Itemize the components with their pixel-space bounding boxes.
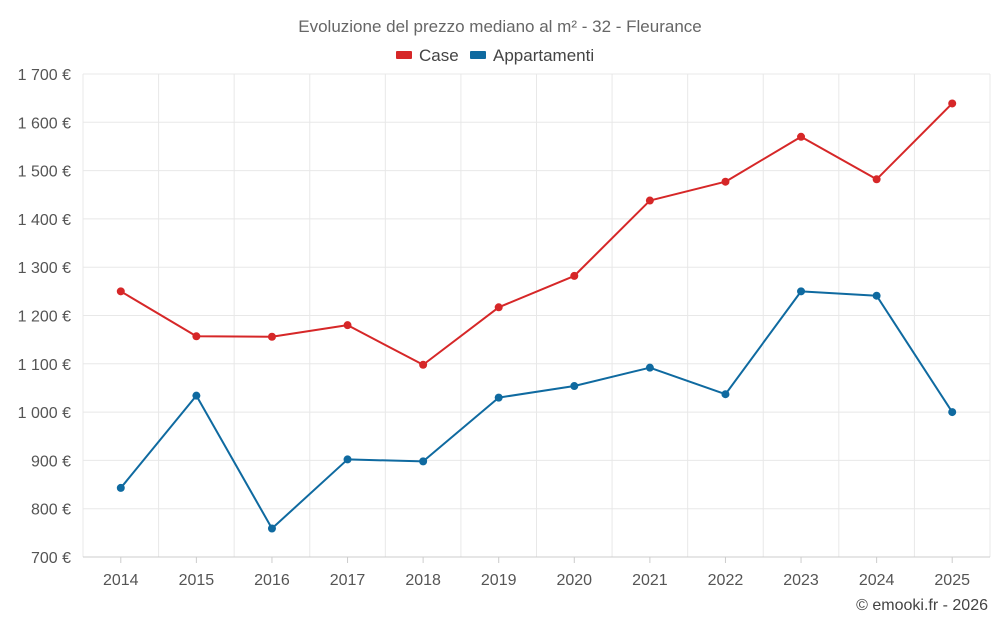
y-tick-label: 1 000 € (18, 405, 71, 422)
data-point-case[interactable] (343, 321, 352, 330)
data-point-appartamenti[interactable] (192, 391, 201, 400)
data-point-case[interactable] (116, 287, 125, 296)
y-tick-label: 1 400 € (18, 212, 71, 229)
data-point-appartamenti[interactable] (419, 457, 428, 466)
data-point-case[interactable] (948, 99, 957, 108)
x-tick-label: 2016 (254, 572, 290, 589)
y-tick-label: 1 600 € (18, 115, 71, 132)
series-line-case (120, 102, 953, 366)
series (116, 99, 957, 533)
legend-swatch-case[interactable] (396, 51, 412, 59)
data-point-appartamenti[interactable] (267, 524, 276, 533)
data-point-case[interactable] (645, 196, 654, 205)
x-tick-label: 2015 (179, 572, 215, 589)
y-tick-label: 1 700 € (18, 67, 71, 84)
y-tick-label: 1 500 € (18, 164, 71, 181)
legend-label-case[interactable]: Case (419, 46, 459, 65)
data-point-case[interactable] (419, 360, 428, 369)
x-tick-label: 2018 (405, 572, 441, 589)
data-point-appartamenti[interactable] (570, 382, 579, 391)
y-tick-label: 1 200 € (18, 309, 71, 326)
data-point-case[interactable] (494, 303, 503, 312)
y-tick-label: 800 € (31, 502, 71, 519)
data-point-appartamenti[interactable] (721, 390, 730, 399)
data-point-case[interactable] (570, 271, 579, 280)
x-tick-label: 2021 (632, 572, 668, 589)
x-tick-label: 2022 (708, 572, 744, 589)
data-point-case[interactable] (797, 132, 806, 141)
axes: 700 € 800 € 900 € 1 000 € 1 100 € 1 200 € 1 30… (18, 67, 990, 589)
x-tick-label: 2014 (103, 572, 139, 589)
x-tick-label: 2025 (934, 572, 970, 589)
chart-title: Evoluzione del prezzo mediano al m² - 32… (298, 17, 701, 36)
data-point-appartamenti[interactable] (494, 393, 503, 402)
x-tick-label: 2017 (330, 572, 366, 589)
legend-swatch-appartamenti[interactable] (470, 51, 486, 59)
data-point-case[interactable] (192, 332, 201, 341)
data-point-appartamenti[interactable] (797, 287, 806, 296)
x-tick-label: 2023 (783, 572, 819, 589)
y-tick-label: 1 300 € (18, 260, 71, 277)
data-point-appartamenti[interactable] (116, 483, 125, 492)
legend-label-appartamenti[interactable]: Appartamenti (493, 46, 594, 65)
data-point-appartamenti[interactable] (872, 291, 881, 300)
legend: Case Appartamenti (396, 46, 594, 65)
credit-text: © emooki.fr - 2026 (856, 597, 988, 614)
series-line-appartamenti (120, 290, 954, 530)
data-point-case[interactable] (267, 332, 276, 341)
x-tick-label: 2024 (859, 572, 895, 589)
y-tick-label: 900 € (31, 453, 71, 470)
data-point-case[interactable] (872, 175, 881, 184)
x-tick-label: 2020 (556, 572, 592, 589)
y-tick-label: 700 € (31, 550, 71, 567)
data-point-appartamenti[interactable] (343, 455, 352, 464)
data-point-appartamenti[interactable] (948, 408, 957, 417)
grid (82, 73, 991, 558)
data-point-case[interactable] (721, 177, 730, 186)
data-point-appartamenti[interactable] (645, 363, 654, 372)
y-tick-label: 1 100 € (18, 357, 71, 374)
x-tick-label: 2019 (481, 572, 517, 589)
